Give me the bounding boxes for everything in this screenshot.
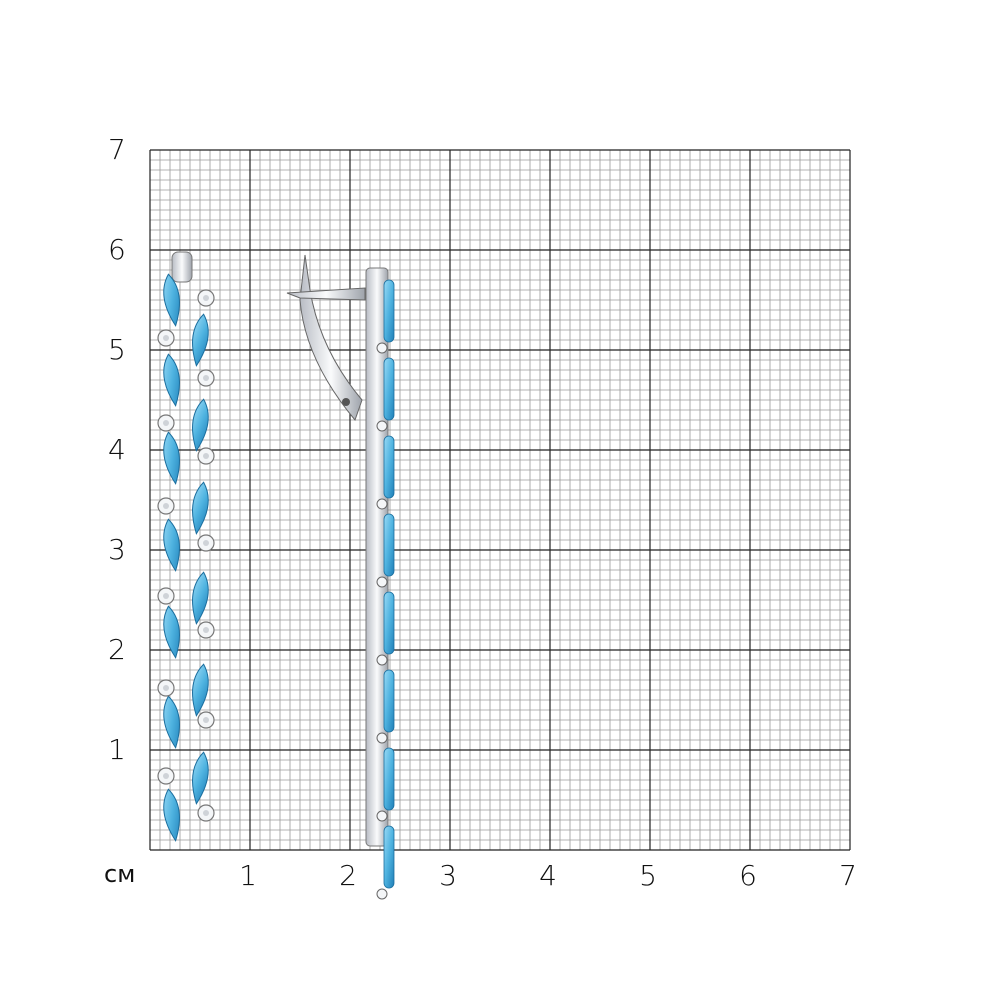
y-tick-label: 5: [108, 333, 126, 366]
prong: [376, 888, 388, 900]
blue-stone-side: [383, 357, 395, 421]
earring-lever: [299, 254, 363, 421]
y-tick-label: 2: [108, 633, 126, 666]
stone-facet: [203, 810, 209, 816]
blue-marquise-stone: [163, 695, 180, 749]
unit-label: см: [104, 860, 136, 888]
blue-marquise-stone: [163, 518, 180, 572]
prong: [376, 498, 388, 510]
blue-marquise-stone: [163, 605, 180, 659]
prong: [376, 342, 388, 354]
blue-stone-side: [383, 669, 395, 733]
stone-facet: [163, 773, 169, 779]
blue-stone-side: [383, 591, 395, 655]
stone-facet: [203, 717, 209, 723]
y-tick-label: 3: [108, 533, 126, 566]
prong: [376, 810, 388, 822]
stone-facet: [163, 685, 169, 691]
x-tick-label: 2: [339, 859, 357, 892]
prong: [376, 420, 388, 432]
x-tick-label: 3: [439, 859, 457, 892]
blue-stone-side: [383, 747, 395, 811]
blue-marquise-stone: [163, 273, 180, 327]
x-tick-label: 4: [539, 859, 557, 892]
blue-marquise-stone: [192, 313, 209, 367]
stone-facet: [203, 453, 209, 459]
x-tick-label: 7: [839, 859, 857, 892]
prong: [376, 732, 388, 744]
earring-pin: [286, 287, 366, 301]
y-tick-label: 7: [108, 133, 126, 166]
x-tick-label: 6: [739, 859, 757, 892]
stone-facet: [163, 335, 169, 341]
stone-facet: [163, 593, 169, 599]
stone-facet: [203, 540, 209, 546]
hinge-icon: [342, 398, 350, 406]
blue-marquise-stone: [163, 353, 180, 407]
stone-facet: [203, 295, 209, 301]
blue-marquise-stone: [192, 571, 209, 625]
stone-facet: [203, 627, 209, 633]
x-tick-label: 1: [239, 859, 257, 892]
stone-facet: [203, 375, 209, 381]
blue-stone-side: [383, 435, 395, 499]
prong: [376, 654, 388, 666]
stone-facet: [163, 503, 169, 509]
blue-marquise-stone: [192, 481, 209, 535]
blue-stone-side: [383, 513, 395, 577]
blue-marquise-stone: [192, 663, 209, 717]
blue-stone-side: [383, 279, 395, 343]
stone-facet: [163, 420, 169, 426]
blue-marquise-stone: [192, 398, 209, 452]
earring-hook-top: [171, 251, 193, 283]
blue-marquise-stone: [163, 788, 180, 842]
blue-stone-side: [383, 825, 395, 889]
blue-marquise-stone: [163, 431, 180, 485]
y-tick-label: 4: [108, 433, 126, 466]
y-tick-label: 1: [108, 733, 126, 766]
y-tick-label: 6: [108, 233, 126, 266]
prong: [376, 576, 388, 588]
x-tick-label: 5: [639, 859, 657, 892]
blue-marquise-stone: [192, 751, 209, 805]
